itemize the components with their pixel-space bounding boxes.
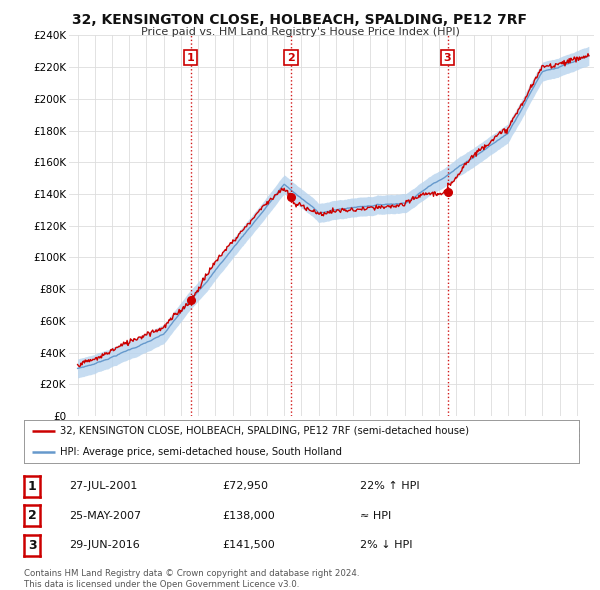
Text: £141,500: £141,500 bbox=[222, 540, 275, 550]
Text: 2% ↓ HPI: 2% ↓ HPI bbox=[360, 540, 413, 550]
Text: 3: 3 bbox=[28, 539, 37, 552]
Text: 1: 1 bbox=[187, 53, 194, 63]
Text: 32, KENSINGTON CLOSE, HOLBEACH, SPALDING, PE12 7RF: 32, KENSINGTON CLOSE, HOLBEACH, SPALDING… bbox=[73, 13, 527, 27]
Text: Price paid vs. HM Land Registry's House Price Index (HPI): Price paid vs. HM Land Registry's House … bbox=[140, 27, 460, 37]
Text: 25-MAY-2007: 25-MAY-2007 bbox=[69, 511, 141, 520]
Text: 22% ↑ HPI: 22% ↑ HPI bbox=[360, 481, 419, 491]
Text: 2: 2 bbox=[287, 53, 295, 63]
Text: 1: 1 bbox=[28, 480, 37, 493]
Text: HPI: Average price, semi-detached house, South Holland: HPI: Average price, semi-detached house,… bbox=[60, 447, 342, 457]
Text: £72,950: £72,950 bbox=[222, 481, 268, 491]
Text: £138,000: £138,000 bbox=[222, 511, 275, 520]
Text: 29-JUN-2016: 29-JUN-2016 bbox=[69, 540, 140, 550]
Text: 2: 2 bbox=[28, 509, 37, 522]
Text: Contains HM Land Registry data © Crown copyright and database right 2024.
This d: Contains HM Land Registry data © Crown c… bbox=[24, 569, 359, 589]
Text: 32, KENSINGTON CLOSE, HOLBEACH, SPALDING, PE12 7RF (semi-detached house): 32, KENSINGTON CLOSE, HOLBEACH, SPALDING… bbox=[60, 426, 469, 436]
Text: 27-JUL-2001: 27-JUL-2001 bbox=[69, 481, 137, 491]
Text: ≈ HPI: ≈ HPI bbox=[360, 511, 391, 520]
Text: 3: 3 bbox=[444, 53, 451, 63]
